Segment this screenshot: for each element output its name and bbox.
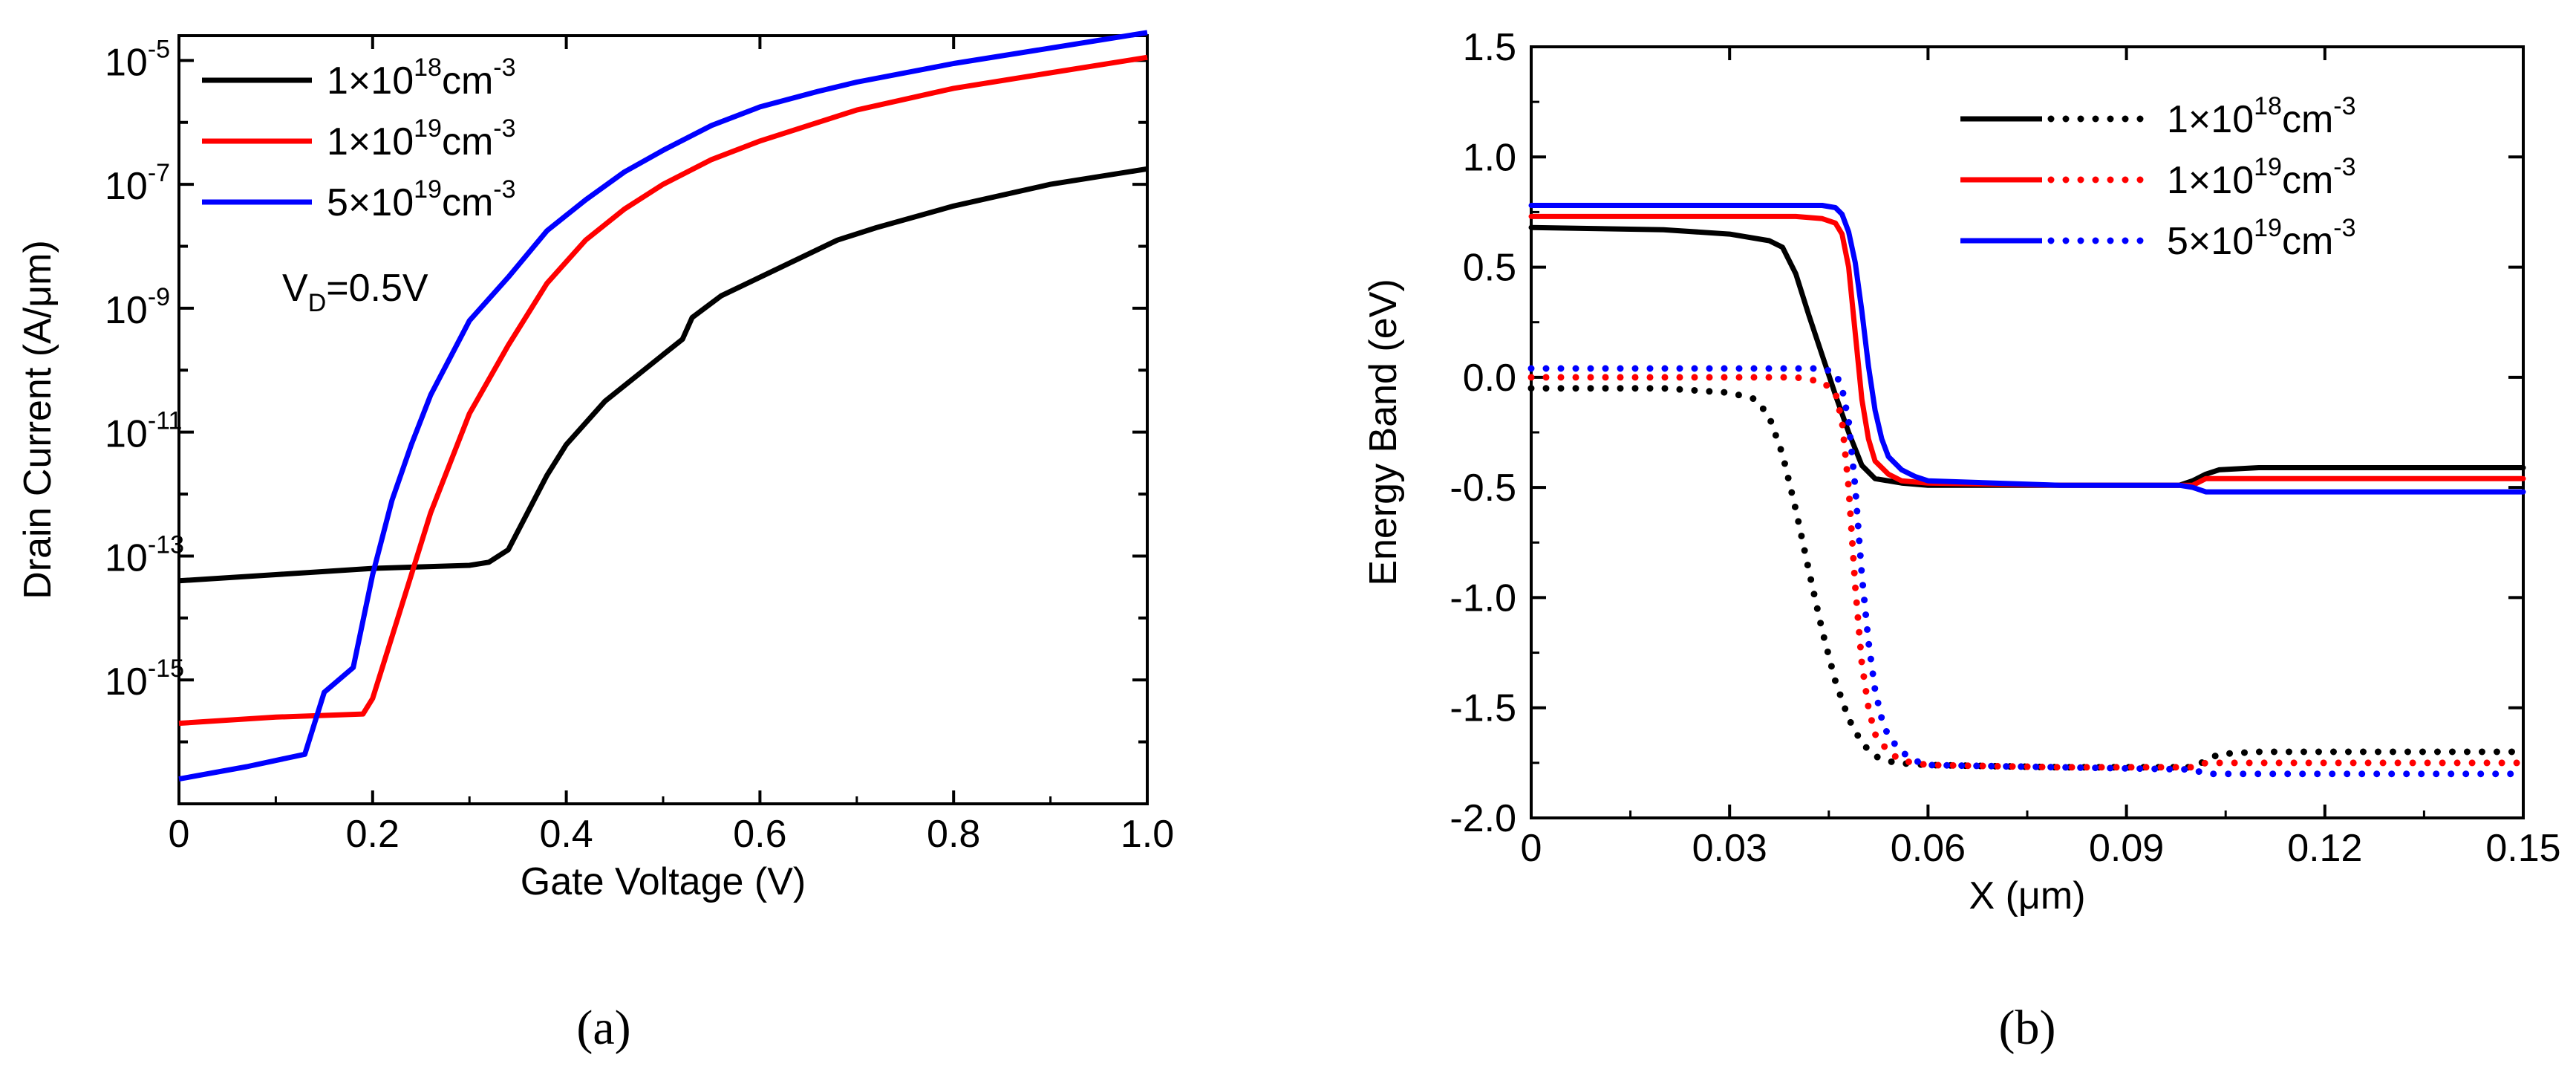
- legend-text: 1×10: [327, 120, 414, 163]
- y-tick-label: 10-11: [105, 407, 182, 456]
- legend-sup: 18: [2254, 92, 2282, 120]
- y-tick-label-base: 10: [105, 165, 148, 208]
- y-tick-label: 10-7: [105, 159, 170, 208]
- y-tick-label: 0.0: [1463, 357, 1516, 400]
- y-tick-label: 10-9: [105, 283, 170, 332]
- conduction-band-line-3: [1528, 203, 2526, 495]
- legend-label-3: 5×1019cm-3: [2167, 214, 2356, 263]
- legend-unit-sup: -3: [493, 114, 515, 143]
- x-tick-label: 0: [169, 813, 190, 856]
- legend-text: 1×10: [2167, 159, 2254, 202]
- y-axis-title: Drain Current (A/μm): [16, 240, 59, 600]
- x-tick-label: 0.03: [1692, 827, 1767, 870]
- y-tick-label: 0.5: [1463, 247, 1516, 290]
- y-tick-label: 10-13: [105, 530, 184, 579]
- conduction-band-line-2: [1528, 213, 2526, 488]
- y-tick-label-base: 10: [105, 289, 148, 332]
- valence-band-line-2: [1527, 374, 2527, 771]
- legend-text: 1×10: [2167, 98, 2254, 141]
- y-tick-label-base: 10: [105, 660, 148, 704]
- legend-text: 5×10: [327, 181, 414, 224]
- legend-sup: 18: [414, 53, 442, 82]
- y-tick-label: 10-5: [105, 35, 170, 84]
- legend-sup: 19: [2254, 153, 2282, 181]
- panel-a-chart: 0 0.2 0.4 0.6 0.8 1.010-1510-1310-1110-910-71…: [16, 30, 1174, 1055]
- annotation-vd: VD=0.5V: [282, 267, 428, 317]
- series-line-3: [178, 30, 1148, 782]
- legend-unit: cm: [442, 181, 493, 224]
- legend-label-1: 1×1018cm-3: [327, 53, 516, 103]
- legend-label-1: 1×1018cm-3: [2167, 92, 2356, 141]
- y-tick-label-exponent: -7: [148, 159, 170, 187]
- legend-unit: cm: [442, 59, 493, 103]
- legend-unit: cm: [2282, 98, 2333, 141]
- y-tick-label-exponent: -13: [148, 530, 184, 559]
- x-tick-label: 0.06: [1891, 827, 1966, 870]
- y-tick-label: 1.0: [1463, 136, 1516, 179]
- y-tick-label-base: 10: [105, 413, 148, 456]
- conduction-band-line-1: [1528, 224, 2526, 488]
- legend-label-2: 1×1019cm-3: [2167, 153, 2356, 202]
- x-tick-label: 0: [1521, 827, 1542, 870]
- y-tick-label-base: 10: [105, 536, 148, 579]
- y-tick-label: -1.5: [1450, 687, 1516, 730]
- annotation-main: V: [282, 267, 308, 310]
- valence-band-line-1: [1527, 385, 2527, 771]
- x-tick-label: 0.6: [733, 813, 786, 856]
- legend-text: 1×10: [327, 59, 414, 103]
- x-tick-label: 0.09: [2089, 827, 2164, 870]
- legend-unit: cm: [2282, 159, 2333, 202]
- legend-unit-sup: -3: [2333, 153, 2355, 181]
- legend-sup: 19: [414, 114, 442, 143]
- x-tick-label: 0.15: [2485, 827, 2560, 870]
- annotation-rest: =0.5V: [326, 267, 428, 310]
- x-tick-label: 0.12: [2287, 827, 2362, 870]
- y-tick-label-exponent: -11: [148, 407, 183, 435]
- plot-frame: [1530, 45, 2525, 819]
- x-tick-label: 0.4: [539, 813, 593, 856]
- legend-sup: 19: [414, 175, 442, 204]
- legend-unit: cm: [442, 120, 493, 163]
- y-tick-label: -1.0: [1450, 576, 1516, 620]
- valence-band-line-3: [1527, 365, 2527, 778]
- y-tick-label: 1.5: [1463, 26, 1516, 69]
- y-tick-label-exponent: -15: [148, 654, 184, 683]
- x-axis-title: Gate Voltage (V): [521, 860, 806, 903]
- y-tick-label: -2.0: [1450, 797, 1516, 840]
- panel-caption-a: (a): [576, 1001, 630, 1055]
- legend-unit-sup: -3: [493, 53, 515, 82]
- legend-label-2: 1×1019cm-3: [327, 114, 516, 163]
- x-tick-label: 0.8: [927, 813, 980, 856]
- y-tick-label-exponent: -5: [148, 35, 170, 63]
- legend-text: 5×10: [2167, 220, 2254, 263]
- legend-unit-sup: -3: [2333, 92, 2355, 120]
- series-line-1: [178, 166, 1148, 584]
- y-tick-label-exponent: -9: [148, 283, 170, 311]
- annotation-sub: D: [308, 289, 327, 317]
- y-tick-label-base: 10: [105, 41, 148, 84]
- legend-unit-sup: -3: [493, 175, 515, 204]
- legend-unit: cm: [2282, 220, 2333, 263]
- y-tick-label: -0.5: [1450, 467, 1516, 510]
- series-line-2: [178, 54, 1148, 727]
- x-tick-label: 0.2: [346, 813, 400, 856]
- panel-b-chart: 0 0.03 0.06 0.09 0.12 0.15 -2.0 -1.5 -1.0 -0.5 0.0…: [1362, 26, 2561, 1055]
- legend-unit-sup: -3: [2333, 214, 2355, 242]
- x-tick-label: 1.0: [1121, 813, 1174, 856]
- y-tick-label: 10-15: [105, 654, 184, 704]
- legend-label-3: 5×1019cm-3: [327, 175, 516, 224]
- x-axis-title: X (μm): [1969, 874, 2085, 917]
- panel-caption-b: (b): [1999, 1001, 2056, 1055]
- y-axis-title: Energy Band (eV): [1362, 279, 1405, 585]
- legend-sup: 19: [2254, 214, 2282, 242]
